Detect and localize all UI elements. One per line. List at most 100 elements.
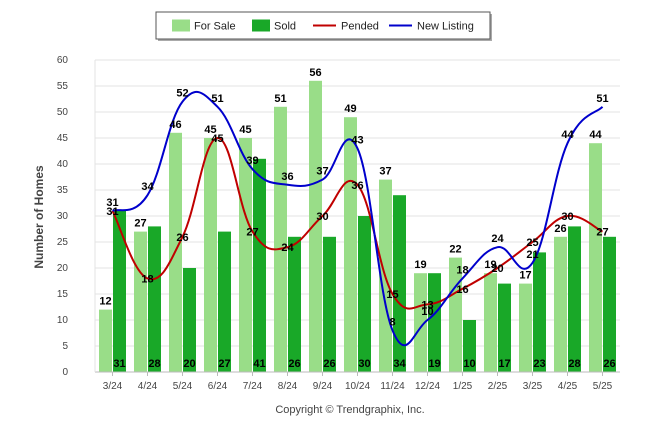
y-tick-label: 30 xyxy=(57,211,69,222)
for-sale-bar xyxy=(274,106,287,373)
for-sale-data-label: 45 xyxy=(239,124,251,136)
sold-data-label: 10 xyxy=(463,358,475,370)
bars xyxy=(99,80,616,373)
sold-bar xyxy=(323,236,336,372)
sold-bar xyxy=(463,320,476,372)
legend-label: Sold xyxy=(274,21,296,33)
sold-data-label: 26 xyxy=(323,358,335,370)
sold-data-label: 26 xyxy=(603,358,615,370)
x-tick-label: 10/24 xyxy=(345,381,370,392)
for-sale-bar xyxy=(239,138,252,372)
pended-data-label: 26 xyxy=(176,232,188,244)
legend-label: For Sale xyxy=(194,21,236,33)
sold-data-label: 23 xyxy=(533,358,545,370)
for-sale-data-label: 46 xyxy=(169,119,181,131)
sold-bar xyxy=(428,273,441,372)
x-tick-label: 12/24 xyxy=(415,381,440,392)
for-sale-data-label: 56 xyxy=(309,67,321,79)
for-sale-bar xyxy=(519,283,532,372)
sold-data-label: 26 xyxy=(288,358,300,370)
legend-swatch-for-sale xyxy=(172,19,190,32)
for-sale-bar xyxy=(204,138,217,372)
y-axis-label: Number of Homes xyxy=(32,165,46,269)
pended-data-label: 27 xyxy=(596,227,608,239)
for-sale-bar xyxy=(414,273,427,372)
new-listing-data-label: 51 xyxy=(211,93,223,105)
x-tick-label: 7/24 xyxy=(243,381,263,392)
for-sale-data-label: 45 xyxy=(204,124,216,136)
new-listing-data-label: 52 xyxy=(176,88,188,100)
y-tick-label: 10 xyxy=(57,315,69,326)
for-sale-data-label: 17 xyxy=(519,270,531,282)
new-listing-data-label: 36 xyxy=(281,171,293,183)
for-sale-bar xyxy=(309,80,322,373)
for-sale-data-label: 37 xyxy=(379,166,391,178)
y-tick-label: 45 xyxy=(57,133,69,144)
for-sale-bar xyxy=(589,143,602,372)
x-tick-label: 4/25 xyxy=(558,381,578,392)
pended-data-label: 15 xyxy=(386,289,398,301)
new-listing-data-label: 21 xyxy=(526,249,538,261)
x-tick-label: 8/24 xyxy=(278,381,298,392)
x-tick-label: 5/25 xyxy=(593,381,613,392)
for-sale-data-label: 22 xyxy=(449,244,461,256)
new-listing-data-label: 10 xyxy=(421,306,433,318)
for-sale-data-label: 26 xyxy=(554,223,566,235)
y-tick-label: 0 xyxy=(62,367,68,378)
sold-data-label: 19 xyxy=(428,358,440,370)
y-tick-label: 15 xyxy=(57,289,69,300)
for-sale-data-label: 19 xyxy=(484,259,496,271)
new-listing-data-label: 8 xyxy=(389,316,395,328)
for-sale-data-label: 19 xyxy=(414,259,426,271)
sold-data-label: 31 xyxy=(113,358,125,370)
legend-swatch-sold xyxy=(252,19,270,32)
new-listing-data-label: 44 xyxy=(561,129,574,141)
x-tick-label: 3/25 xyxy=(523,381,543,392)
sold-bar xyxy=(113,210,126,372)
new-listing-data-label: 51 xyxy=(596,93,608,105)
grid xyxy=(95,59,620,373)
legend-label: Pended xyxy=(341,21,379,33)
y-tick-label: 20 xyxy=(57,263,69,274)
sold-data-label: 41 xyxy=(253,358,265,370)
new-listing-data-label: 18 xyxy=(456,264,468,276)
new-listing-data-label: 37 xyxy=(316,166,328,178)
y-tick-label: 25 xyxy=(57,237,69,248)
x-tick-label: 1/25 xyxy=(453,381,473,392)
y-tick-label: 40 xyxy=(57,159,69,170)
sold-data-label: 28 xyxy=(148,358,160,370)
pended-data-label: 45 xyxy=(211,133,223,145)
y-tick-label: 60 xyxy=(57,55,69,66)
sold-bar xyxy=(533,252,546,372)
x-tick-label: 11/24 xyxy=(380,381,405,392)
new-listing-data-label: 43 xyxy=(351,134,363,146)
sold-bar xyxy=(603,236,616,372)
pended-data-label: 20 xyxy=(491,263,503,275)
sold-data-label: 28 xyxy=(568,358,580,370)
axes: 0 5 10 15 20 25 30 35 40 45 50 55 60 3/24 4/24 5/24 6/24… xyxy=(57,55,620,392)
for-sale-bar xyxy=(554,236,567,372)
pended-line xyxy=(111,136,603,310)
for-sale-data-label: 51 xyxy=(274,93,286,105)
y-tick-label: 35 xyxy=(57,185,69,196)
new-listing-data-label: 24 xyxy=(491,233,504,245)
copyright-credit: Copyright © Trendgraphix, Inc. xyxy=(275,404,424,416)
for-sale-data-label: 44 xyxy=(589,129,602,141)
for-sale-data-label: 27 xyxy=(134,218,146,230)
for-sale-bar xyxy=(449,257,462,372)
x-tick-label: 6/24 xyxy=(208,381,228,392)
sold-data-label: 34 xyxy=(393,358,406,370)
sold-bar xyxy=(148,226,161,372)
y-tick-label: 5 xyxy=(62,341,68,352)
data-labels: 1231313127281834462026524527455145412739… xyxy=(99,67,615,370)
for-sale-bar xyxy=(99,309,112,372)
sold-data-label: 30 xyxy=(358,358,370,370)
for-sale-data-label: 49 xyxy=(344,103,356,115)
x-tick-label: 9/24 xyxy=(313,381,333,392)
sold-data-label: 20 xyxy=(183,358,195,370)
new-listing-data-label: 31 xyxy=(106,197,118,209)
x-tick-label: 2/25 xyxy=(488,381,508,392)
sold-bar xyxy=(568,226,581,372)
lines xyxy=(111,90,604,347)
